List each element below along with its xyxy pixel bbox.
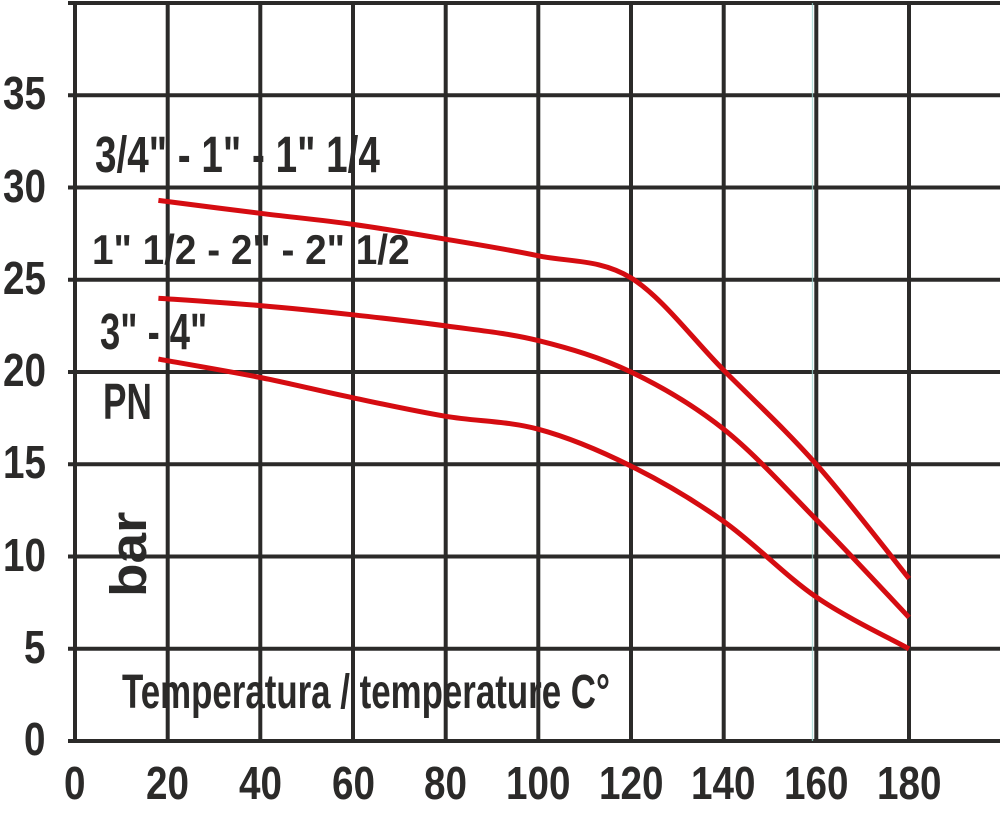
x-tick-label: 180 bbox=[876, 757, 942, 809]
y-tick-label: 20 bbox=[3, 344, 47, 396]
x-tick-label: 40 bbox=[238, 757, 282, 809]
y-tick-label: 15 bbox=[3, 436, 47, 489]
series-label-large-sizes: 3" - 4" bbox=[100, 303, 208, 360]
x-tick-label: 100 bbox=[506, 757, 571, 809]
y-tick-label: 5 bbox=[24, 620, 46, 673]
x-tick-label: 140 bbox=[691, 757, 756, 809]
y-tick-label: 0 bbox=[24, 713, 46, 765]
x-tick-label: 60 bbox=[331, 757, 375, 809]
y-tick-label: 30 bbox=[3, 159, 47, 212]
y-axis-quantity-label: PN bbox=[103, 373, 152, 430]
series-label-small-sizes: 3/4" - 1" - 1" 1/4 bbox=[95, 126, 380, 183]
y-tick-label: 10 bbox=[3, 528, 47, 581]
x-tick-label: 120 bbox=[598, 757, 664, 809]
series-curve-1 bbox=[158, 295, 911, 620]
x-tick-label: 160 bbox=[784, 757, 849, 809]
series-label-medium-sizes: 1" 1/2 - 2" - 2" 1/2 bbox=[92, 226, 410, 273]
series-curve-2 bbox=[157, 356, 911, 651]
y-tick-label: 25 bbox=[3, 251, 47, 304]
series-curve-0 bbox=[158, 197, 911, 581]
x-tick-label: 0 bbox=[64, 757, 86, 809]
x-tick-label: 20 bbox=[146, 757, 190, 809]
y-tick-label: 35 bbox=[3, 67, 47, 120]
x-axis-title: Temperatura / temperature C° bbox=[122, 666, 610, 719]
x-tick-label: 80 bbox=[424, 757, 468, 809]
